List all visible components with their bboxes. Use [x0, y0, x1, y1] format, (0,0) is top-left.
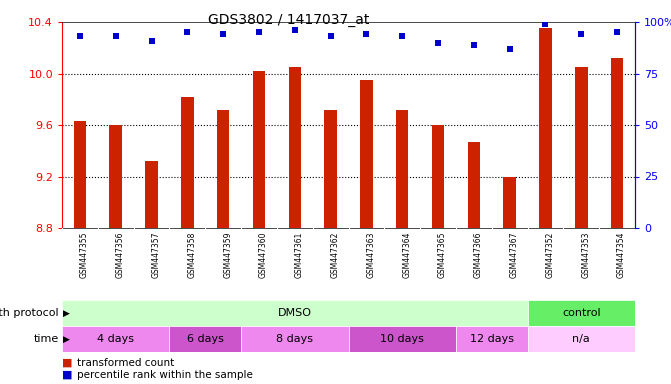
Point — [468, 41, 479, 48]
Bar — [539, 28, 552, 228]
Point — [576, 31, 586, 37]
Text: GSM447365: GSM447365 — [438, 232, 447, 278]
Point — [110, 33, 121, 40]
Bar — [396, 109, 409, 228]
Bar — [217, 109, 229, 228]
Bar — [611, 58, 623, 228]
Text: GSM447352: GSM447352 — [546, 232, 554, 278]
Text: time: time — [34, 334, 58, 344]
Point — [433, 40, 444, 46]
Bar — [253, 71, 265, 228]
Text: GSM447364: GSM447364 — [402, 232, 411, 278]
Point — [254, 29, 264, 35]
Text: control: control — [562, 308, 601, 318]
Text: 4 days: 4 days — [97, 334, 134, 344]
Point — [397, 33, 407, 40]
Point — [289, 27, 300, 33]
Text: transformed count: transformed count — [76, 358, 174, 367]
Point — [218, 31, 229, 37]
Text: 10 days: 10 days — [380, 334, 424, 344]
Text: GSM447366: GSM447366 — [474, 232, 483, 278]
Text: GSM447367: GSM447367 — [510, 232, 519, 278]
Point — [361, 31, 372, 37]
Point — [146, 38, 157, 44]
Bar — [74, 121, 86, 228]
Text: GSM447361: GSM447361 — [295, 232, 304, 278]
Text: GSM447363: GSM447363 — [366, 232, 375, 278]
Text: GSM447359: GSM447359 — [223, 232, 232, 278]
Text: GSM447362: GSM447362 — [331, 232, 340, 278]
Bar — [431, 125, 444, 228]
Point — [505, 46, 515, 52]
Bar — [241, 326, 348, 352]
Text: 12 days: 12 days — [470, 334, 514, 344]
Text: DMSO: DMSO — [278, 308, 312, 318]
Bar — [145, 161, 158, 228]
Text: 8 days: 8 days — [276, 334, 313, 344]
Text: GSM447354: GSM447354 — [617, 232, 626, 278]
Text: percentile rank within the sample: percentile rank within the sample — [76, 370, 253, 380]
Text: GSM447353: GSM447353 — [581, 232, 590, 278]
Bar — [62, 300, 527, 326]
Text: GSM447358: GSM447358 — [187, 232, 197, 278]
Bar — [360, 80, 372, 228]
Text: n/a: n/a — [572, 334, 590, 344]
Bar — [289, 67, 301, 228]
Text: GDS3802 / 1417037_at: GDS3802 / 1417037_at — [208, 13, 369, 27]
Text: 6 days: 6 days — [187, 334, 223, 344]
Bar — [348, 326, 456, 352]
Bar — [503, 177, 516, 228]
Text: ▶: ▶ — [63, 334, 70, 344]
Bar — [527, 300, 635, 326]
Text: growth protocol: growth protocol — [0, 308, 58, 318]
Point — [325, 33, 336, 40]
Point — [182, 29, 193, 35]
Bar — [170, 326, 241, 352]
Bar — [62, 326, 170, 352]
Bar — [324, 109, 337, 228]
Bar — [456, 326, 527, 352]
Text: ■: ■ — [62, 370, 72, 380]
Point — [612, 29, 623, 35]
Bar — [181, 97, 194, 228]
Text: GSM447355: GSM447355 — [80, 232, 89, 278]
Bar — [575, 67, 588, 228]
Bar — [109, 125, 122, 228]
Point — [74, 33, 85, 40]
Bar — [468, 142, 480, 228]
Bar — [527, 326, 635, 352]
Text: ■: ■ — [62, 358, 72, 367]
Text: GSM447357: GSM447357 — [152, 232, 160, 278]
Text: GSM447360: GSM447360 — [259, 232, 268, 278]
Point — [540, 21, 551, 27]
Text: ▶: ▶ — [63, 308, 70, 318]
Text: GSM447356: GSM447356 — [115, 232, 125, 278]
